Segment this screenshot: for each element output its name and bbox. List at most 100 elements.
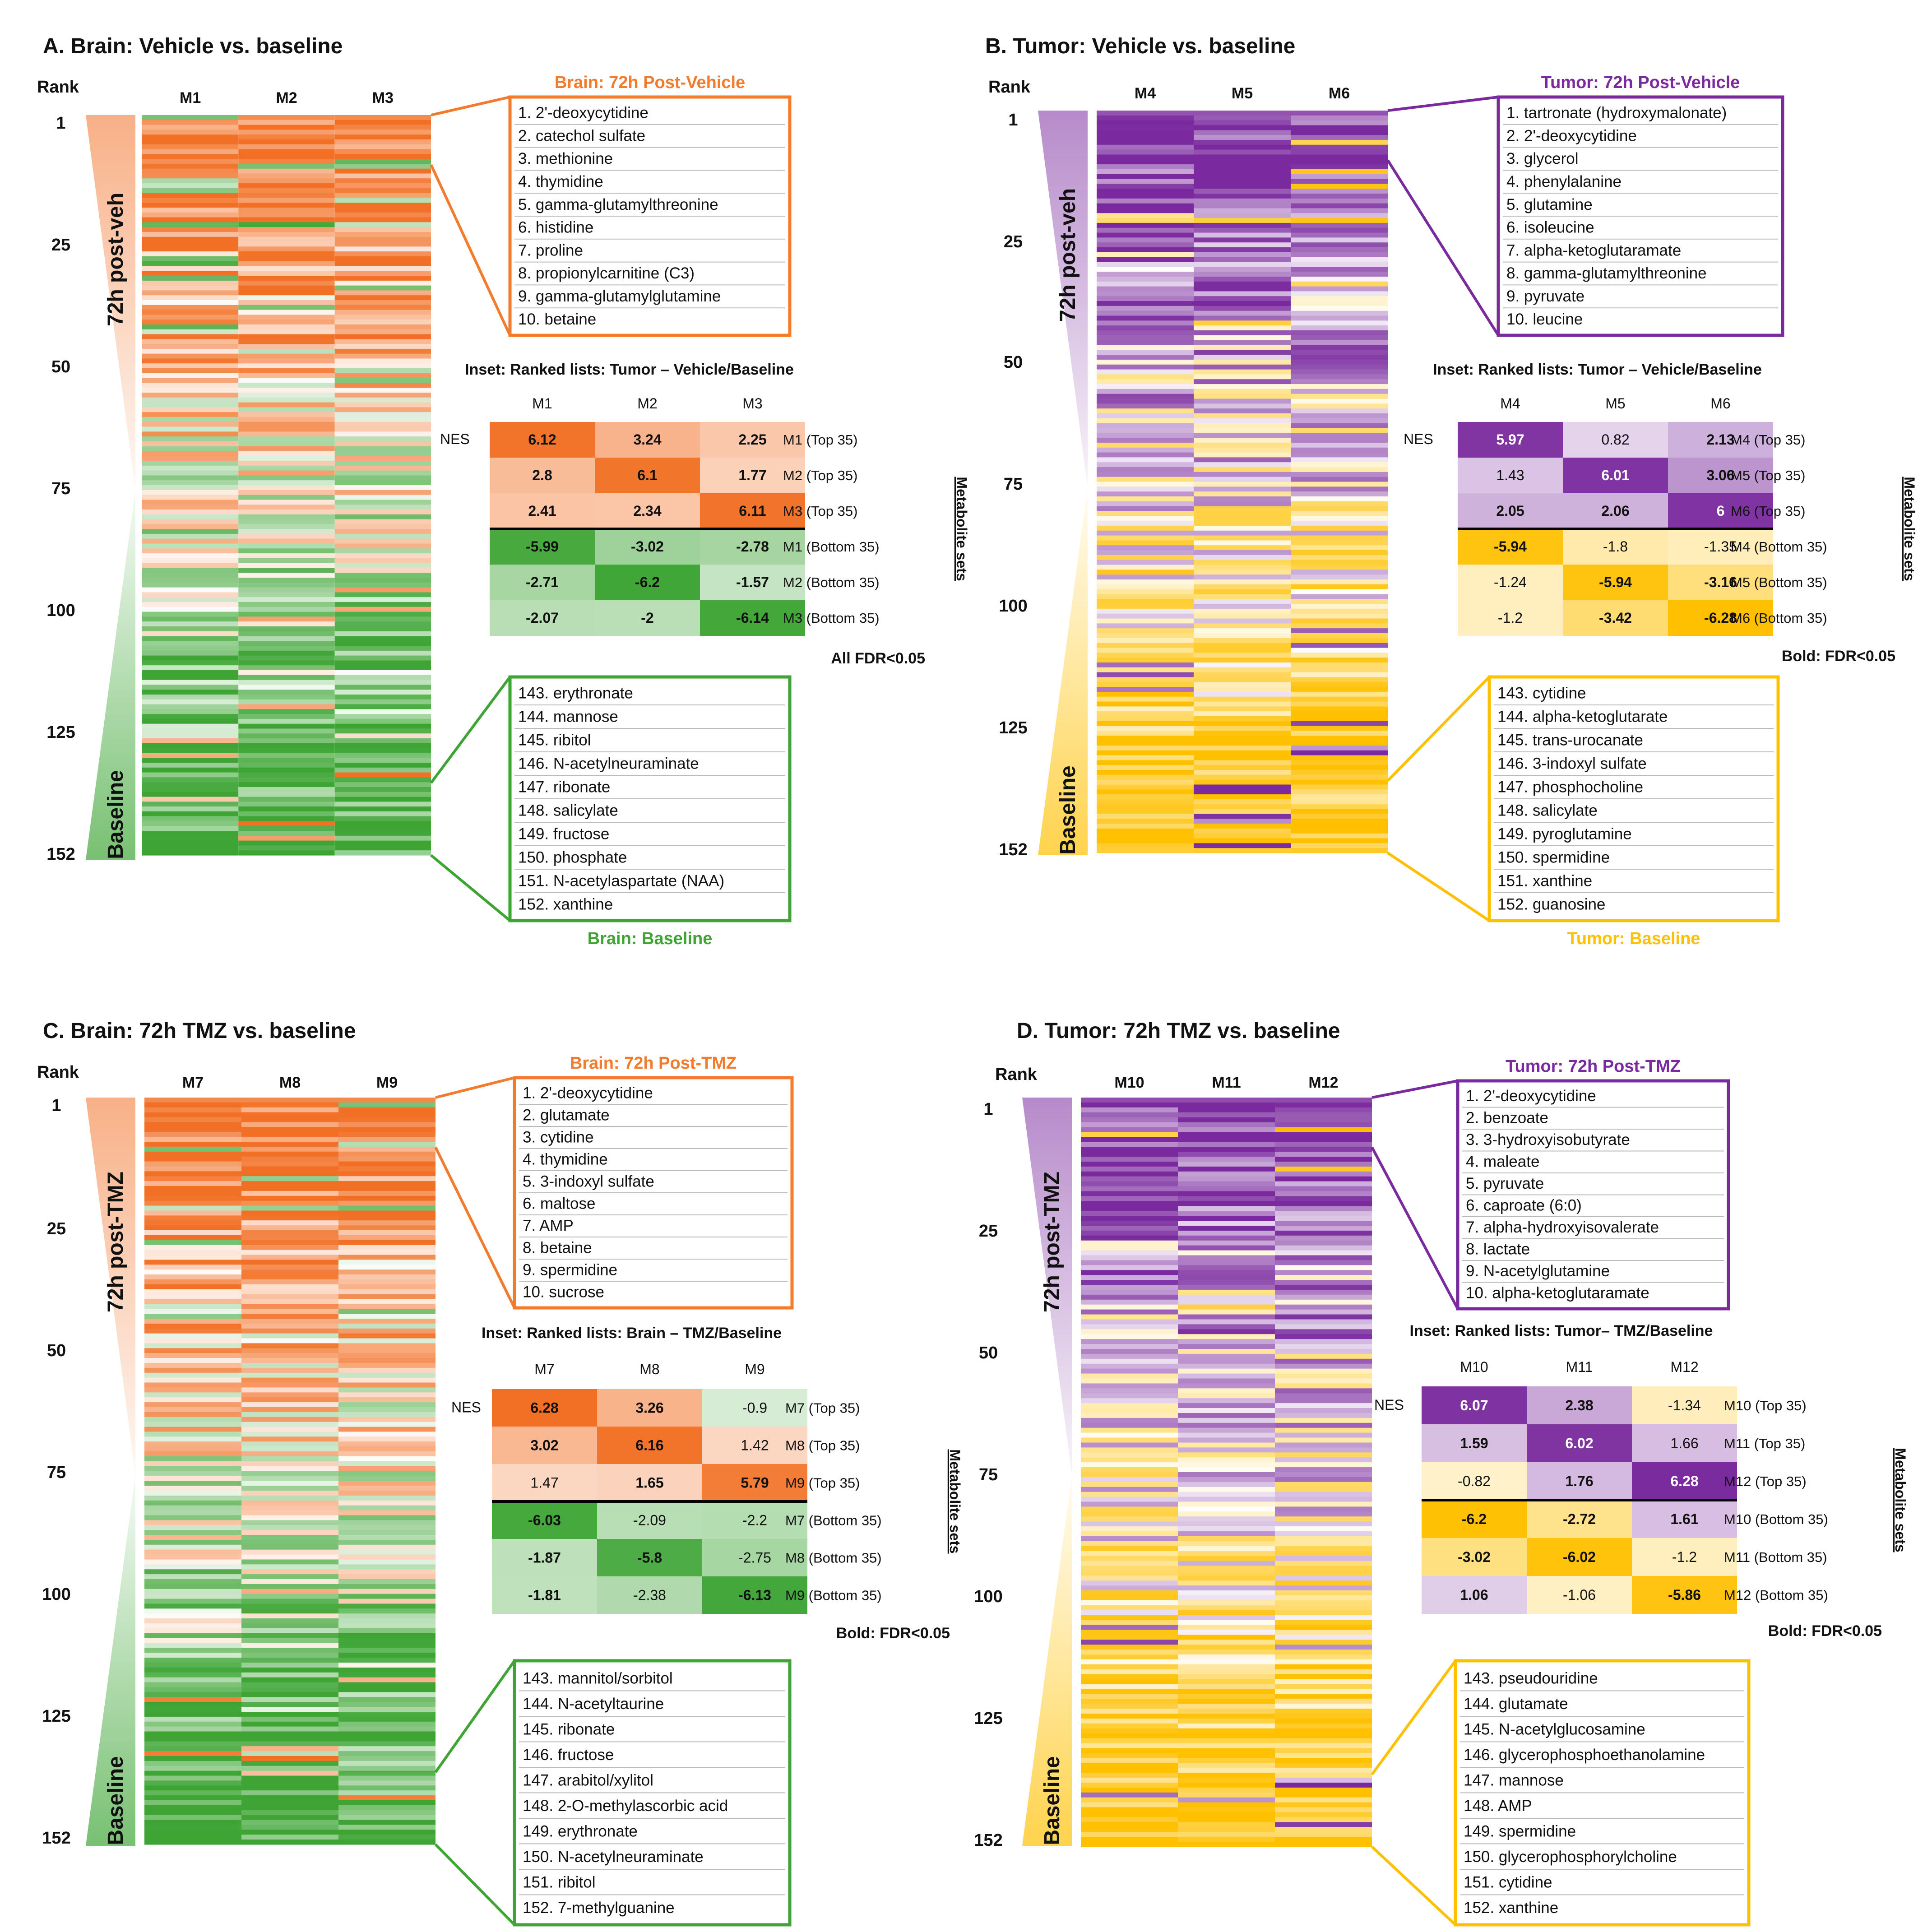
- heatmap-cell: [1194, 149, 1291, 155]
- heatmap-cell: [142, 426, 239, 432]
- heatmap-cell: [144, 1500, 241, 1506]
- metabolite-item: 4. maleate: [1466, 1153, 1539, 1170]
- heatmap-cell: [334, 835, 431, 841]
- heatmap-cell: [142, 718, 239, 724]
- nes-cell: [595, 565, 700, 600]
- heatmap-cell: [1194, 379, 1291, 385]
- heatmap-cell: [1081, 1807, 1178, 1813]
- metabolite-item: 149. spermidine: [1464, 1823, 1576, 1840]
- heatmap-cell: [1081, 1408, 1178, 1413]
- heatmap-cell: [1194, 428, 1291, 433]
- heatmap-cell: [238, 514, 335, 520]
- heatmap-cell: [142, 612, 239, 617]
- heatmap-cell: [1194, 237, 1291, 243]
- heatmap-cell: [1178, 1319, 1275, 1325]
- nes-value: -6.03: [528, 1512, 561, 1528]
- heatmap-cell: [1178, 1496, 1275, 1502]
- heatmap-cell: [1178, 1748, 1275, 1754]
- heatmap-cell: [238, 655, 335, 661]
- heatmap-cell: [1275, 1225, 1372, 1231]
- nes-value: 2.34: [633, 503, 661, 519]
- heatmap-cell: [241, 1141, 338, 1147]
- nes-value: -5.8: [637, 1549, 662, 1566]
- heatmap-cell: [1097, 696, 1194, 702]
- nes-cell: [490, 565, 595, 600]
- column-label: M9: [376, 1074, 398, 1091]
- nes-value: 1.06: [1460, 1587, 1488, 1603]
- rank-tick: 100: [999, 597, 1027, 616]
- nes-cell: [1563, 565, 1668, 600]
- heatmap-cell: [144, 1436, 241, 1442]
- heatmap-cell: [241, 1785, 338, 1791]
- heatmap-cell: [142, 348, 239, 354]
- heatmap-cell: [142, 495, 239, 500]
- heatmap-cell: [338, 1432, 436, 1437]
- heatmap-cell: [338, 1274, 436, 1280]
- metabolite-item: 147. mannose: [1464, 1772, 1564, 1789]
- nes-value: -1.57: [736, 574, 769, 590]
- heatmap-cell: [1081, 1630, 1178, 1635]
- heatmap-cell: [1275, 1221, 1372, 1226]
- heatmap-cell: [1291, 667, 1388, 673]
- heatmap-cell: [241, 1210, 338, 1216]
- heatmap-cell: [1178, 1211, 1275, 1216]
- heatmap-cell: [142, 543, 239, 549]
- heatmap-cell: [334, 188, 431, 194]
- heatmap-cell: [142, 558, 239, 564]
- nes-value: 6.28: [1670, 1473, 1698, 1489]
- heatmap-cell: [241, 1107, 338, 1113]
- heatmap-cell: [1291, 203, 1388, 209]
- heatmap-cell: [1097, 765, 1194, 770]
- metabolite-set-label: M8 (Top 35): [785, 1437, 860, 1453]
- heatmap-cell: [1275, 1452, 1372, 1458]
- heatmap-cell: [1291, 291, 1388, 297]
- nes-cell: [702, 1539, 807, 1576]
- heatmap-cell: [1194, 164, 1291, 170]
- heatmap-cell: [338, 1171, 436, 1177]
- heatmap-cell: [1081, 1418, 1178, 1423]
- heatmap-cell: [144, 1530, 241, 1535]
- heatmap-cell: [1081, 1832, 1178, 1837]
- heatmap-cell: [142, 315, 239, 320]
- heatmap-cell: [144, 1397, 241, 1403]
- heatmap-cell: [1194, 824, 1291, 829]
- heatmap-cell: [338, 1775, 436, 1781]
- heatmap-cell: [142, 597, 239, 602]
- heatmap-cell: [338, 1687, 436, 1693]
- nes-value: -6.28: [1704, 610, 1737, 626]
- metabolite-item: 1. 2'-deoxycytidine: [1466, 1087, 1596, 1105]
- column-label: M2: [276, 89, 297, 107]
- heatmap-cell: [1291, 745, 1388, 751]
- heatmap-cell: [334, 441, 431, 447]
- heatmap-cell: [238, 241, 335, 247]
- metabolite-item: 149. erythronate: [523, 1823, 638, 1840]
- nes-cell: [700, 529, 805, 565]
- heatmap-cell: [338, 1584, 436, 1589]
- heatmap-cell: [241, 1598, 338, 1604]
- nes-value: 2.13: [1706, 431, 1734, 448]
- heatmap-cell: [338, 1648, 436, 1653]
- heatmap-cell: [338, 1672, 436, 1678]
- heatmap-cell: [1291, 755, 1388, 760]
- heatmap-cell: [1194, 716, 1291, 722]
- heatmap-cell: [1291, 355, 1388, 360]
- heatmap-cell: [1097, 179, 1194, 184]
- heatmap-cell: [144, 1775, 241, 1781]
- heatmap-cell: [1291, 716, 1388, 722]
- heatmap-cell: [238, 587, 335, 593]
- heatmap-cell: [142, 465, 239, 471]
- heatmap-cell: [1291, 706, 1388, 712]
- heatmap-cell: [1275, 1216, 1372, 1221]
- heatmap-cell: [334, 587, 431, 593]
- heatmap-cell: [1097, 726, 1194, 732]
- heatmap-cell: [1178, 1571, 1275, 1576]
- heatmap-cell: [1097, 242, 1194, 248]
- heatmap-cell: [1097, 340, 1194, 346]
- heatmap-cell: [144, 1716, 241, 1722]
- inset-column-label: M2: [637, 395, 657, 412]
- nes-cell: [492, 1539, 597, 1576]
- heatmap-cell: [334, 285, 431, 291]
- nes-value: 6.12: [528, 431, 556, 448]
- fdr-footnote: Bold: FDR<0.05: [1768, 1622, 1882, 1640]
- heatmap-cell: [144, 1372, 241, 1378]
